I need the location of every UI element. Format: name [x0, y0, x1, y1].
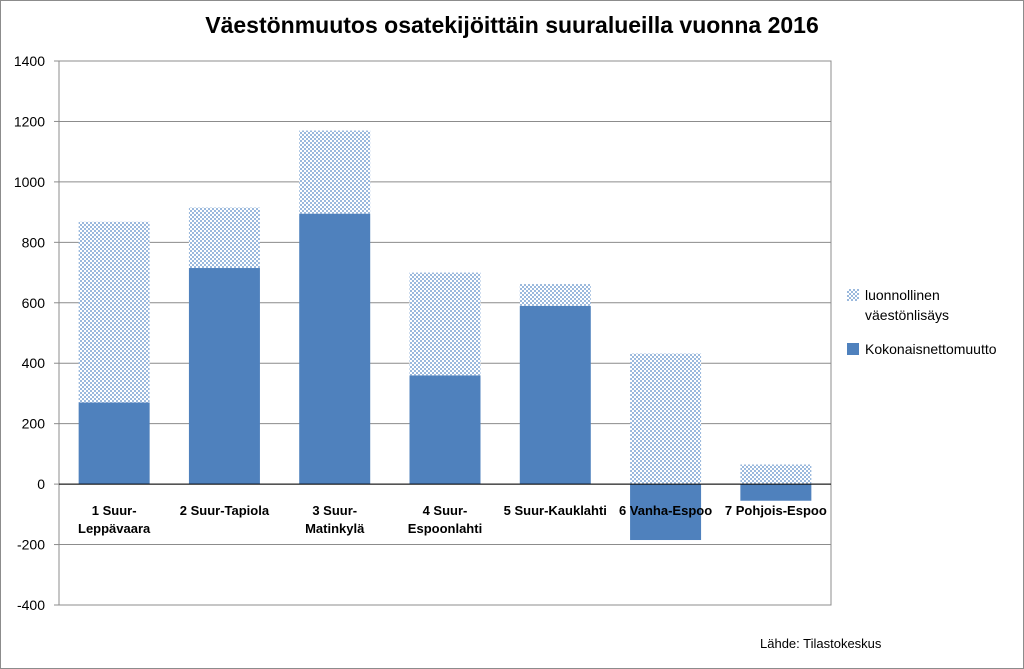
y-tick-label: 1400 [14, 53, 45, 69]
y-tick-label: 200 [22, 416, 46, 432]
legend-swatch-natural-increase [847, 289, 859, 301]
y-tick-label: 800 [22, 234, 46, 250]
chart-title: Väestönmuutos osatekijöittäin suuralueil… [205, 12, 819, 38]
bar-kokonaisnettomuutto [188, 268, 260, 485]
x-tick-label: 3 Suur- [312, 503, 357, 518]
plot-area-border [58, 60, 832, 606]
y-tick-label: -400 [17, 597, 45, 613]
x-tick-label: 7 Pohjois-Espoo [725, 503, 827, 518]
legend-label-line: Kokonaisnettomuutto [865, 341, 997, 357]
y-tick-label: -200 [17, 537, 45, 553]
y-tick-label: 0 [37, 476, 45, 492]
legend-swatch-net-migration [847, 343, 859, 355]
bar-luonnollinen-vaestonlisays [630, 353, 702, 485]
bar-kokonaisnettomuutto [299, 213, 371, 485]
y-tick-label: 600 [22, 295, 46, 311]
y-tick-label: 400 [22, 355, 46, 371]
source-note: Lähde: Tilastokeskus [760, 636, 882, 651]
bar-luonnollinen-vaestonlisays [740, 464, 812, 485]
legend-item-natural-increase: luonnollinen väestönlisäys [847, 285, 1017, 325]
bar-kokonaisnettomuutto [519, 305, 591, 485]
y-tick-label: 1000 [14, 174, 45, 190]
legend-label-line: väestönlisäys [865, 307, 950, 323]
bar-kokonaisnettomuutto [78, 402, 150, 485]
y-tick-label: 1200 [14, 113, 45, 129]
x-tick-label: Espoonlahti [408, 521, 482, 536]
x-tick-label: 1 Suur- [92, 503, 137, 518]
bar-luonnollinen-vaestonlisays [78, 221, 150, 403]
x-tick-label: 6 Vanha-Espoo [619, 503, 712, 518]
bar-kokonaisnettomuutto [630, 484, 702, 541]
bar-luonnollinen-vaestonlisays [409, 272, 481, 376]
x-tick-label: 2 Suur-Tapiola [180, 503, 270, 518]
chart-legend: luonnollinen väestönlisäys Kokonaisnetto… [847, 285, 1017, 359]
x-tick-label: 4 Suur- [423, 503, 468, 518]
legend-item-net-migration: Kokonaisnettomuutto [847, 339, 1017, 359]
x-tick-label: Leppävaara [78, 521, 151, 536]
bar-luonnollinen-vaestonlisays [188, 207, 260, 269]
bar-kokonaisnettomuutto [740, 484, 812, 501]
bar-luonnollinen-vaestonlisays [299, 130, 371, 214]
x-tick-label: 5 Suur-Kauklahti [504, 503, 607, 518]
legend-label-line: luonnollinen [865, 287, 940, 303]
bar-kokonaisnettomuutto [409, 375, 481, 485]
x-tick-label: Matinkylä [305, 521, 365, 536]
bar-luonnollinen-vaestonlisays [519, 284, 591, 306]
